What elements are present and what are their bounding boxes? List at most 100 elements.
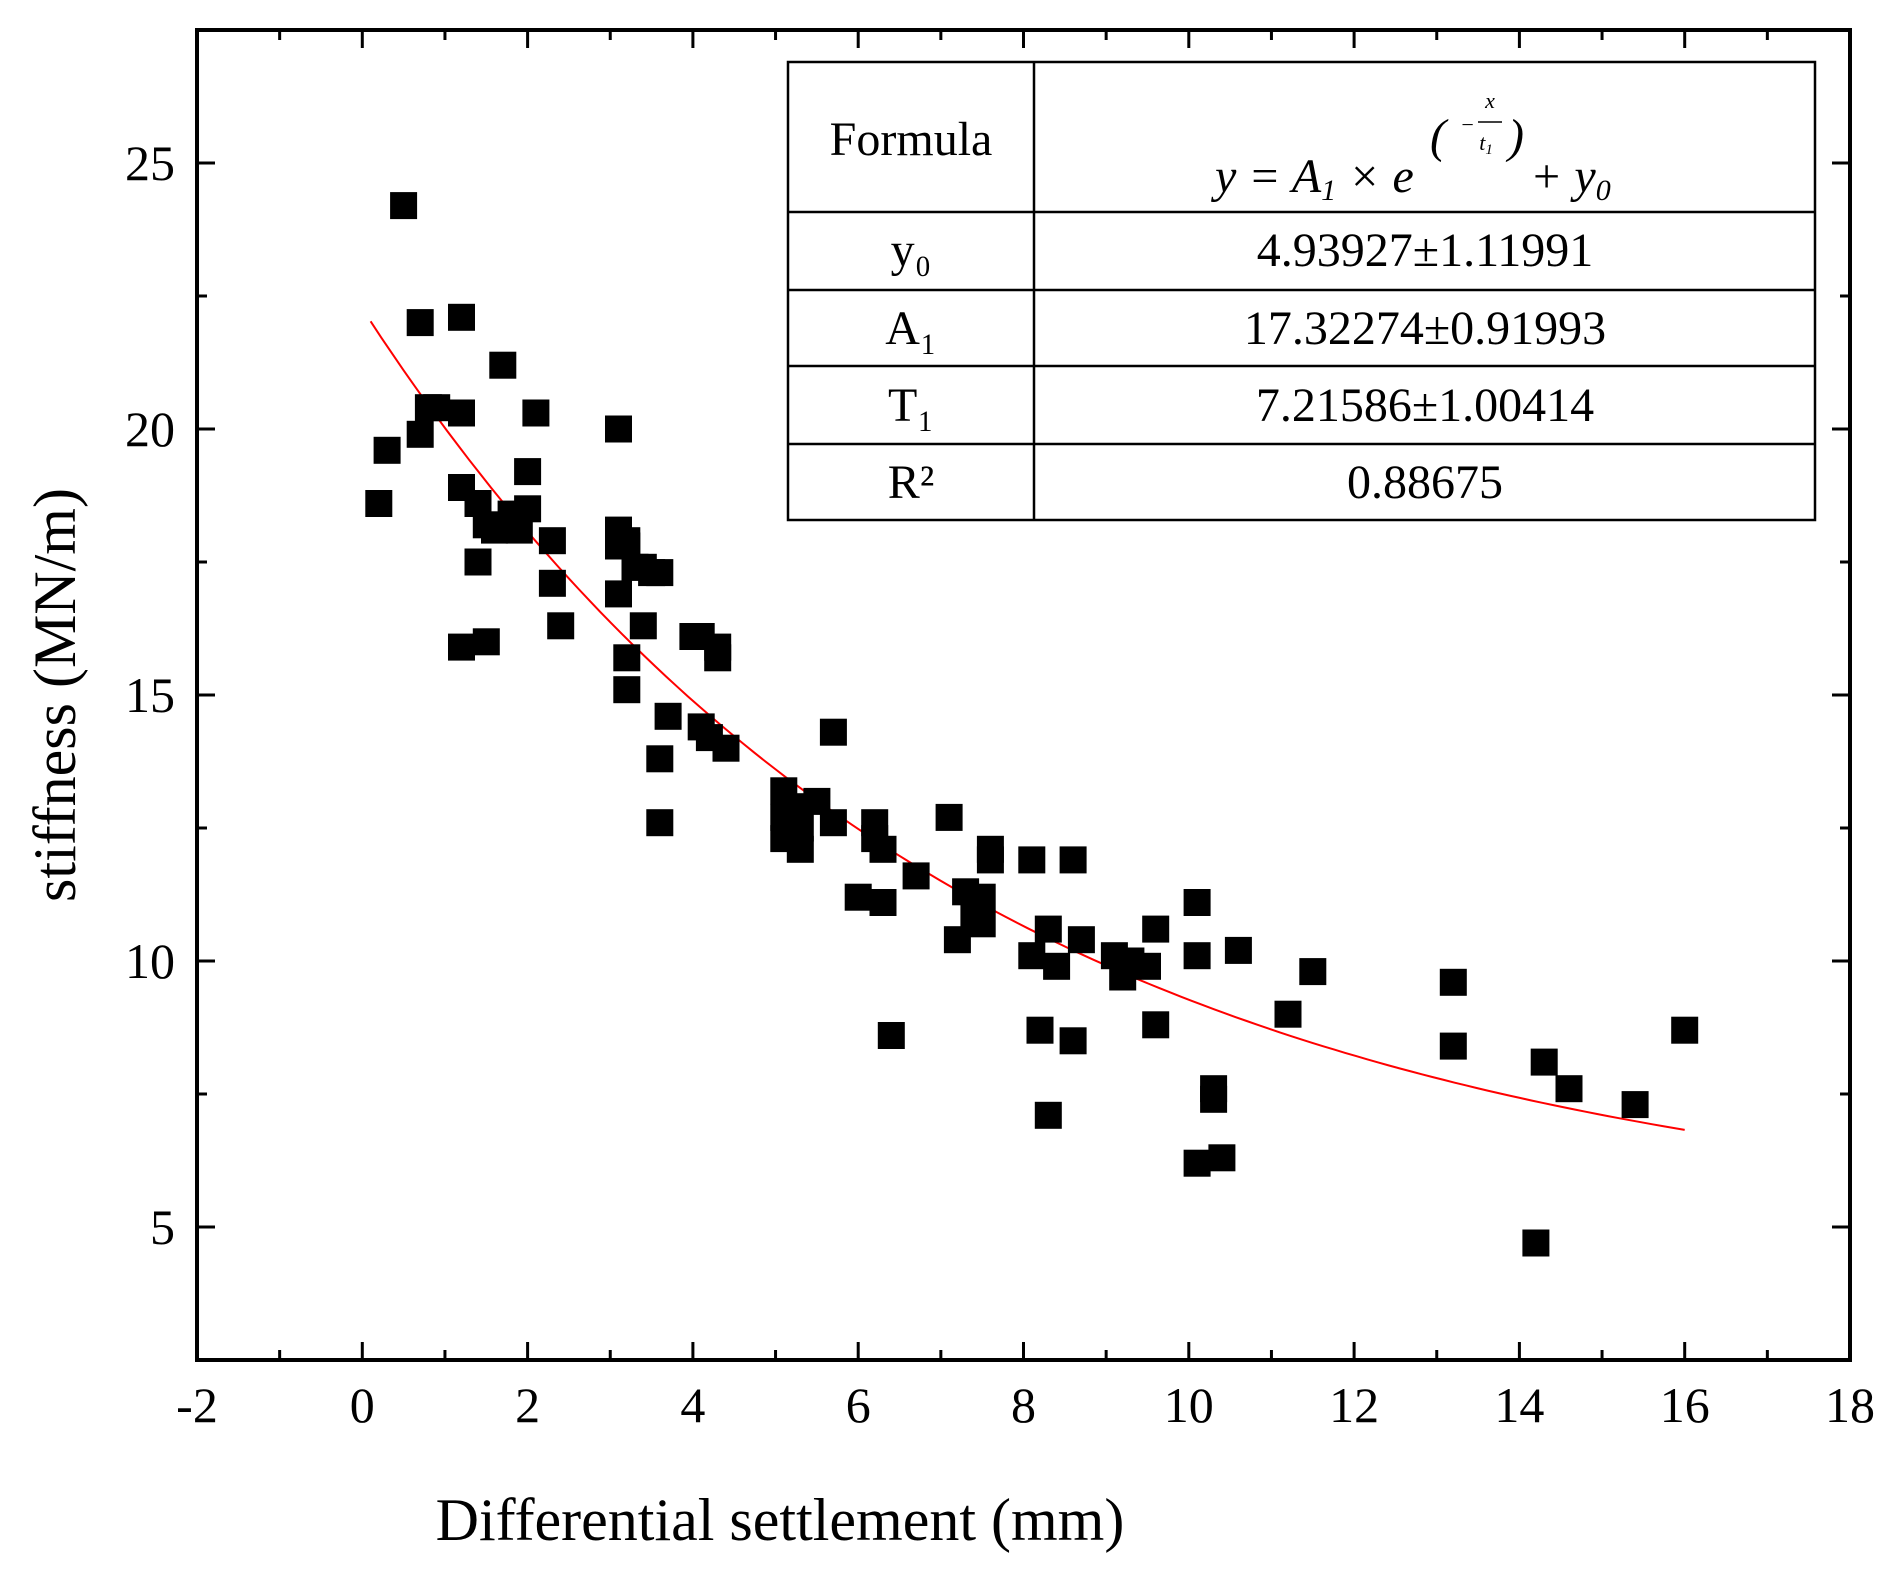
data-point [489, 351, 517, 379]
fit-table-row-label: R² [888, 456, 934, 509]
data-point [1134, 952, 1161, 980]
data-points [365, 192, 1699, 1257]
data-point [1043, 952, 1071, 980]
formula-sub-0: 0 [1596, 174, 1611, 207]
formula-paren-open: ( [1430, 110, 1449, 163]
data-point [373, 436, 401, 464]
data-point [406, 309, 434, 337]
data-point [646, 559, 674, 587]
data-point [1224, 936, 1252, 964]
svg-text:y = A1 × e: y = A1 × e [1210, 150, 1414, 207]
data-point [1439, 1032, 1467, 1060]
ticks [195, 28, 1852, 1362]
data-point [1274, 1000, 1302, 1028]
data-point [1671, 1016, 1699, 1044]
data-point [1067, 926, 1095, 954]
data-point [844, 883, 872, 911]
fit-table-row-label: y₀ [891, 224, 932, 277]
x-tick-label: -2 [176, 1377, 218, 1433]
fit-table-row-value: 7.21586±1.00414 [1256, 379, 1594, 432]
y-axis-title: stiffness (MN/m) [22, 488, 88, 902]
data-point [629, 612, 657, 640]
data-point [943, 926, 971, 954]
formula-frac-num: x [1484, 88, 1495, 113]
y-tick-label: 10 [125, 933, 175, 989]
data-point [877, 1022, 905, 1049]
x-tick-label: 2 [515, 1377, 540, 1433]
x-tick-label: 4 [680, 1377, 705, 1433]
data-point [613, 644, 641, 672]
x-tick-label: 0 [350, 1377, 375, 1433]
x-tick-label: 10 [1164, 1377, 1214, 1433]
data-point [1208, 1144, 1236, 1172]
data-point [448, 399, 475, 427]
data-point [1555, 1075, 1583, 1103]
data-point [1034, 1101, 1062, 1129]
data-point [646, 745, 674, 773]
data-point [1183, 1149, 1211, 1177]
data-point [1522, 1229, 1550, 1257]
data-point [605, 415, 632, 443]
y-tick-label: 15 [125, 667, 175, 723]
fit-curve [369, 320, 1685, 1131]
data-point [1142, 915, 1170, 943]
data-point [869, 889, 897, 916]
formula-frac-den-sub: 1 [1485, 142, 1493, 158]
data-point [514, 458, 542, 486]
data-point [902, 862, 930, 890]
data-point [861, 809, 889, 837]
formula-frac-den: t [1479, 130, 1486, 155]
data-point [960, 899, 988, 927]
data-point [712, 734, 740, 762]
svg-text:+ y0: + y0 [1530, 150, 1611, 207]
data-point [976, 846, 1004, 874]
data-point [1299, 958, 1327, 986]
data-point [605, 532, 632, 560]
y-tick-label: 25 [125, 135, 175, 191]
data-point [1439, 968, 1467, 996]
data-point [1183, 889, 1211, 916]
data-point [1142, 1011, 1170, 1039]
fit-table-row-value: 0.88675 [1347, 456, 1503, 509]
data-point [514, 495, 542, 523]
data-point [522, 399, 550, 427]
data-point [935, 803, 963, 831]
fit-table-row-value: 17.32274±0.91993 [1244, 302, 1606, 355]
data-point [538, 569, 566, 597]
formula-label: Formula [830, 113, 993, 166]
data-point [704, 644, 732, 672]
data-point [1200, 1085, 1228, 1113]
data-point [1018, 942, 1046, 970]
y-tick-label: 5 [150, 1199, 175, 1255]
x-tick-label: 8 [1011, 1377, 1036, 1433]
data-point [423, 394, 451, 422]
data-point [547, 612, 575, 640]
formula-lhs: y = A [1210, 150, 1322, 203]
fit-table-row-label: A₁ [885, 302, 936, 355]
fit-table-row-label: T₁ [888, 379, 934, 432]
data-point [448, 633, 475, 661]
formula-plus-y: + y [1530, 150, 1596, 203]
data-point [538, 527, 566, 555]
data-point [869, 835, 897, 863]
data-point [365, 490, 393, 517]
data-point [390, 192, 418, 220]
data-point [819, 718, 847, 746]
data-point [786, 814, 814, 842]
data-point [1183, 942, 1211, 970]
data-point [1621, 1091, 1649, 1119]
x-axis-title: Differential settlement (mm) [436, 1487, 1125, 1553]
x-tick-label: 12 [1329, 1377, 1379, 1433]
x-tick-label: 18 [1825, 1377, 1875, 1433]
data-point [605, 580, 632, 608]
data-point [1530, 1048, 1558, 1076]
svg-text:t1: t1 [1479, 130, 1493, 158]
data-point [1059, 846, 1087, 874]
data-point [472, 628, 500, 656]
data-point [654, 702, 682, 730]
fit-table-row-value: 4.93927±1.11991 [1257, 224, 1594, 277]
data-point [1034, 915, 1062, 943]
formula-minus: − [1460, 112, 1475, 137]
